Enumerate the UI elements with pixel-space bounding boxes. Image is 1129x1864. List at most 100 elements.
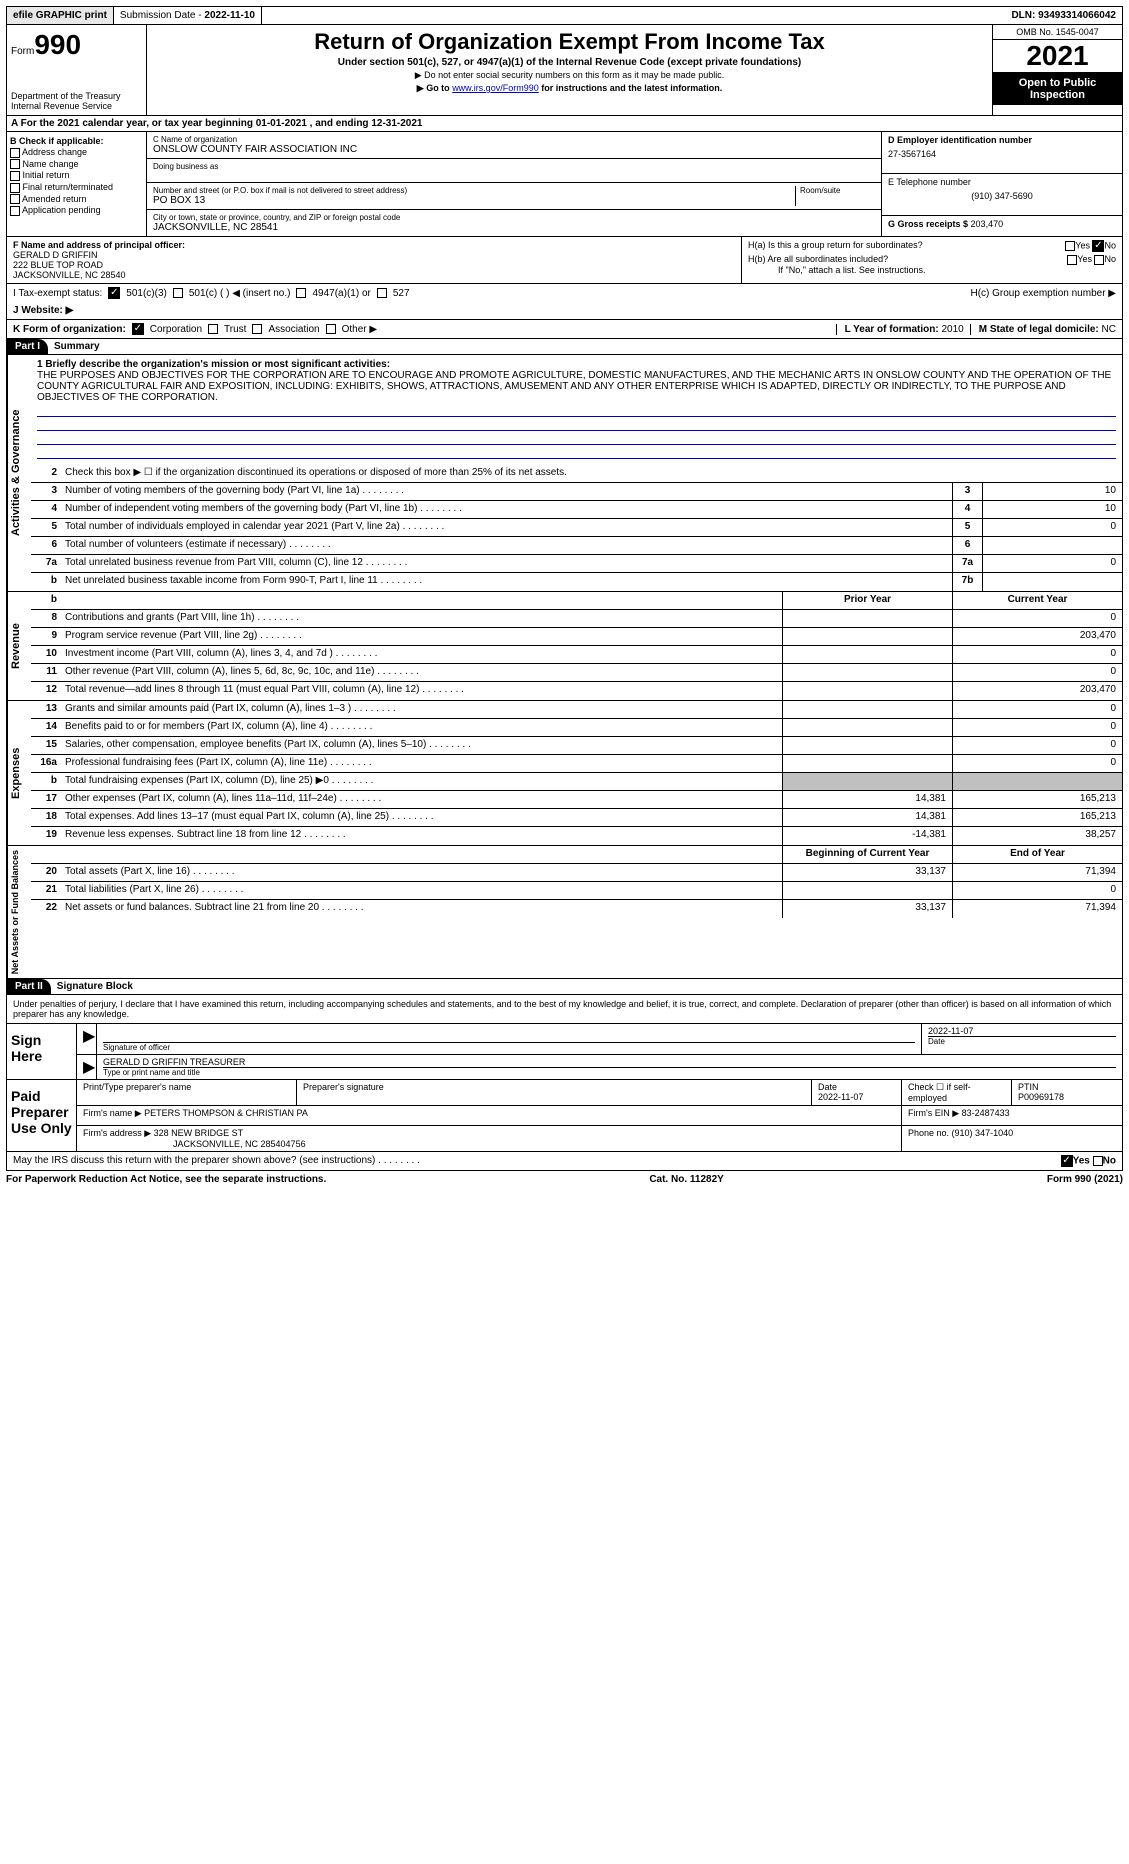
end-year-hdr: End of Year bbox=[952, 846, 1122, 863]
section-fgh: F Name and address of principal officer:… bbox=[6, 237, 1123, 284]
col-b-title: B Check if applicable: bbox=[10, 136, 104, 146]
chk-527[interactable] bbox=[377, 288, 387, 298]
omb-number: OMB No. 1545-0047 bbox=[993, 25, 1122, 40]
line-3: 3 Number of voting members of the govern… bbox=[31, 483, 1122, 501]
sign-here: Sign Here ▶ Signature of officer 2022-11… bbox=[6, 1024, 1123, 1080]
expenses-section: Expenses 13 Grants and similar amounts p… bbox=[6, 701, 1123, 846]
officer-label: F Name and address of principal officer: bbox=[13, 240, 735, 250]
sig-name-label: Type or print name and title bbox=[103, 1067, 1116, 1077]
open-to-public: Open to Public Inspection bbox=[993, 73, 1122, 105]
line-5: 5 Total number of individuals employed i… bbox=[31, 519, 1122, 537]
chk-501c3[interactable]: ✓ bbox=[108, 287, 120, 299]
firm-addr1: 328 NEW BRIDGE ST bbox=[154, 1128, 244, 1138]
chk-initial-return[interactable] bbox=[10, 171, 20, 181]
chk-corp[interactable]: ✓ bbox=[132, 323, 144, 335]
form-header: Form990 Department of the Treasury Inter… bbox=[6, 25, 1123, 116]
form-note-2: ▶ Go to www.irs.gov/Form990 for instruct… bbox=[151, 83, 988, 94]
discuss-row: May the IRS discuss this return with the… bbox=[6, 1152, 1123, 1171]
gross-value: 203,470 bbox=[971, 219, 1004, 229]
line-11: 11 Other revenue (Part VIII, column (A),… bbox=[31, 664, 1122, 682]
line-20: 20 Total assets (Part X, line 16) 33,137… bbox=[31, 864, 1122, 882]
gross-label: G Gross receipts $ bbox=[888, 219, 971, 229]
chk-final-return[interactable] bbox=[10, 183, 20, 193]
section-j: J Website: ▶ bbox=[6, 302, 1123, 320]
line-4: 4 Number of independent voting members o… bbox=[31, 501, 1122, 519]
line-18: 18 Total expenses. Add lines 13–17 (must… bbox=[31, 809, 1122, 827]
phone-value: (910) 347-5690 bbox=[888, 191, 1116, 201]
firm-addr2: JACKSONVILLE, NC 285404756 bbox=[173, 1139, 306, 1149]
mission-label: 1 Briefly describe the organization's mi… bbox=[37, 359, 390, 370]
side-ag: Activities & Governance bbox=[7, 355, 31, 591]
prior-year-hdr: Prior Year bbox=[782, 592, 952, 609]
line-17: 17 Other expenses (Part IX, column (A), … bbox=[31, 791, 1122, 809]
ein-value: 27-3567164 bbox=[888, 149, 1116, 159]
chk-4947[interactable] bbox=[296, 288, 306, 298]
chk-application-pending[interactable] bbox=[10, 206, 20, 216]
section-i: I Tax-exempt status: ✓ 501(c)(3) 501(c) … bbox=[6, 284, 1123, 302]
ptin: P00969178 bbox=[1018, 1092, 1064, 1102]
part1-header: Part I Summary bbox=[6, 339, 1123, 355]
addr-value: PO BOX 13 bbox=[153, 195, 795, 206]
line-12: 12 Total revenue—add lines 8 through 11 … bbox=[31, 682, 1122, 700]
line-22: 22 Net assets or fund balances. Subtract… bbox=[31, 900, 1122, 918]
addr-label: Number and street (or P.O. box if mail i… bbox=[153, 186, 795, 195]
org-name: ONSLOW COUNTY FAIR ASSOCIATION INC bbox=[153, 144, 875, 155]
hb-yes[interactable] bbox=[1067, 255, 1077, 265]
form-subtitle: Under section 501(c), 527, or 4947(a)(1)… bbox=[151, 57, 988, 68]
line-10: 10 Investment income (Part VIII, column … bbox=[31, 646, 1122, 664]
footer-left: For Paperwork Reduction Act Notice, see … bbox=[6, 1174, 326, 1185]
prep-name-hdr: Print/Type preparer's name bbox=[77, 1080, 297, 1105]
line-15: 15 Salaries, other compensation, employe… bbox=[31, 737, 1122, 755]
discuss-yes[interactable]: ✓ bbox=[1061, 1155, 1073, 1167]
side-rev: Revenue bbox=[7, 592, 31, 700]
footer-mid: Cat. No. 11282Y bbox=[649, 1174, 723, 1185]
officer-addr2: JACKSONVILLE, NC 28540 bbox=[13, 270, 735, 280]
chk-address-change[interactable] bbox=[10, 148, 20, 158]
ha-no[interactable]: ✓ bbox=[1092, 240, 1104, 252]
form-number: 990 bbox=[34, 29, 81, 60]
revenue-section: Revenue b Prior Year Current Year 8 Cont… bbox=[6, 592, 1123, 701]
curr-year-hdr: Current Year bbox=[952, 592, 1122, 609]
firm-name: PETERS THOMPSON & CHRISTIAN PA bbox=[144, 1108, 308, 1118]
sig-date-label: Date bbox=[928, 1036, 1116, 1046]
line2: Check this box ▶ ☐ if the organization d… bbox=[61, 465, 1122, 482]
chk-other[interactable] bbox=[326, 324, 336, 334]
ha-label: H(a) Is this a group return for subordin… bbox=[748, 240, 969, 252]
year-formation: L Year of formation: 2010 bbox=[836, 324, 964, 335]
submission-date: Submission Date - 2022-11-10 bbox=[114, 7, 262, 24]
form-note-1: ▶ Do not enter social security numbers o… bbox=[151, 70, 988, 81]
state-domicile: M State of legal domicile: NC bbox=[970, 324, 1116, 335]
side-net: Net Assets or Fund Balances bbox=[7, 846, 31, 978]
chk-amended-return[interactable] bbox=[10, 194, 20, 204]
beg-year-hdr: Beginning of Current Year bbox=[782, 846, 952, 863]
line-b: b Net unrelated business taxable income … bbox=[31, 573, 1122, 591]
chk-name-change[interactable] bbox=[10, 159, 20, 169]
hc-label: H(c) Group exemption number ▶ bbox=[970, 288, 1116, 299]
discuss-no[interactable] bbox=[1093, 1156, 1103, 1166]
irs-label: Internal Revenue Service bbox=[11, 101, 142, 111]
prep-sig-hdr: Preparer's signature bbox=[297, 1080, 812, 1105]
side-exp: Expenses bbox=[7, 701, 31, 845]
chk-assoc[interactable] bbox=[252, 324, 262, 334]
irs-link[interactable]: www.irs.gov/Form990 bbox=[452, 83, 539, 93]
hb-note: If "No," attach a list. See instructions… bbox=[778, 265, 1116, 275]
chk-trust[interactable] bbox=[208, 324, 218, 334]
line-7a: 7a Total unrelated business revenue from… bbox=[31, 555, 1122, 573]
line-9: 9 Program service revenue (Part VIII, li… bbox=[31, 628, 1122, 646]
dept-treasury: Department of the Treasury bbox=[11, 91, 142, 101]
prep-self-emp: Check ☐ if self-employed bbox=[902, 1080, 1012, 1105]
room-label: Room/suite bbox=[800, 186, 875, 195]
line-6: 6 Total number of volunteers (estimate i… bbox=[31, 537, 1122, 555]
paid-preparer: Paid Preparer Use Only Print/Type prepar… bbox=[6, 1080, 1123, 1152]
chk-501c[interactable] bbox=[173, 288, 183, 298]
hb-no[interactable] bbox=[1094, 255, 1104, 265]
top-bar: efile GRAPHIC print Submission Date - 20… bbox=[6, 6, 1123, 25]
efile-print-button[interactable]: efile GRAPHIC print bbox=[7, 7, 114, 24]
ha-yes[interactable] bbox=[1065, 241, 1075, 251]
phone-label: E Telephone number bbox=[888, 177, 1116, 187]
line-19: 19 Revenue less expenses. Subtract line … bbox=[31, 827, 1122, 845]
city-label: City or town, state or province, country… bbox=[153, 213, 875, 222]
line-8: 8 Contributions and grants (Part VIII, l… bbox=[31, 610, 1122, 628]
footer-right: Form 990 (2021) bbox=[1047, 1174, 1123, 1185]
dln: DLN: 93493314066042 bbox=[1005, 7, 1122, 24]
